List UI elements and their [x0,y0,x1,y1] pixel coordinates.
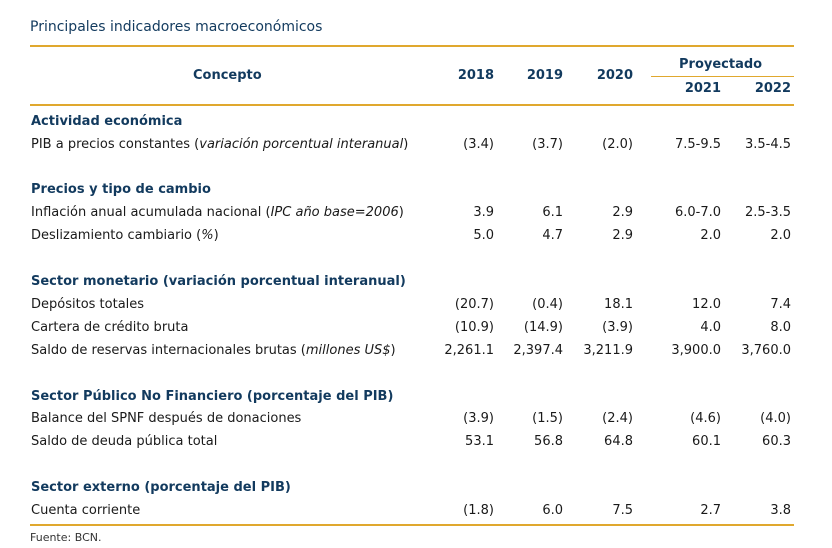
value-2021: 7.5-9.5 [674,137,721,152]
row-label: Balance del SPNF después de donaciones [31,411,302,426]
value-2020: 2.9 [612,228,633,243]
value-2019: (1.5) [532,411,563,426]
source-note: Fuente: BCN. [30,531,102,544]
top-rule [30,45,794,47]
value-2019: (14.9) [523,320,563,335]
value-2018: 53.1 [465,434,494,449]
row-label: Depósitos totales [31,297,145,312]
value-2018: 2,261.1 [444,343,494,358]
header-year-2021: 2021 [684,81,721,96]
section-title: Sector monetario (variación porcentual i… [31,274,406,289]
header-year-2019: 2019 [526,68,563,83]
value-2022: 7.4 [770,297,791,312]
value-2021: (4.6) [690,411,721,426]
value-2019: 6.0 [542,503,563,518]
value-2022: 3,760.0 [741,343,791,358]
value-2021: 4.0 [700,320,721,335]
value-2019: (3.7) [532,137,563,152]
table-bottom-rule [30,524,794,526]
value-2022: 2.0 [770,228,791,243]
value-2021: 12.0 [692,297,721,312]
value-2020: 3,211.9 [583,343,633,358]
value-2018: 5.0 [473,228,494,243]
section-title: Sector Público No Financiero (porcentaje… [31,389,394,404]
value-2022: 8.0 [770,320,791,335]
value-2019: (0.4) [532,297,563,312]
header-year-2022: 2022 [754,81,791,96]
header-year-2018: 2018 [457,68,494,83]
section-title: Sector externo (porcentaje del PIB) [31,480,291,495]
value-2018: (10.9) [454,320,494,335]
row-label: Cartera de crédito bruta [31,320,189,335]
value-2018: (3.4) [463,137,494,152]
value-2020: 7.5 [612,503,633,518]
row-label: Inflación anual acumulada nacional (IPC … [31,205,404,220]
value-2018: (20.7) [454,297,494,312]
projected-rule [651,76,794,77]
row-label: Deslizamiento cambiario (%) [31,228,219,243]
value-2018: (1.8) [463,503,494,518]
value-2021: 6.0-7.0 [674,205,721,220]
value-2019: 4.7 [542,228,563,243]
row-label: Cuenta corriente [31,503,141,518]
value-2020: (2.4) [602,411,633,426]
value-2020: 2.9 [612,205,633,220]
value-2021: 60.1 [692,434,721,449]
value-2019: 56.8 [534,434,563,449]
value-2022: 60.3 [762,434,791,449]
value-2021: 2.7 [700,503,721,518]
header-concepto: Concepto [193,68,262,83]
value-2021: 3,900.0 [671,343,721,358]
value-2022: (4.0) [760,411,791,426]
value-2022: 2.5-3.5 [744,205,791,220]
row-label: PIB a precios constantes (variación porc… [31,137,409,152]
header-bottom-rule [30,104,794,106]
value-2020: 64.8 [604,434,633,449]
value-2018: (3.9) [463,411,494,426]
section-title: Actividad económica [31,114,183,129]
section-title: Precios y tipo de cambio [31,182,211,197]
value-2018: 3.9 [473,205,494,220]
row-label: Saldo de deuda pública total [31,434,218,449]
row-label: Saldo de reservas internacionales brutas… [31,343,396,358]
value-2020: (2.0) [602,137,633,152]
table-title: Principales indicadores macroeconómicos [30,19,323,35]
header-projected: Proyectado [679,57,763,72]
value-2022: 3.5-4.5 [744,137,791,152]
value-2020: 18.1 [604,297,633,312]
value-2019: 2,397.4 [513,343,563,358]
value-2022: 3.8 [770,503,791,518]
value-2019: 6.1 [542,205,563,220]
value-2020: (3.9) [602,320,633,335]
value-2021: 2.0 [700,228,721,243]
header-year-2020: 2020 [596,68,633,83]
